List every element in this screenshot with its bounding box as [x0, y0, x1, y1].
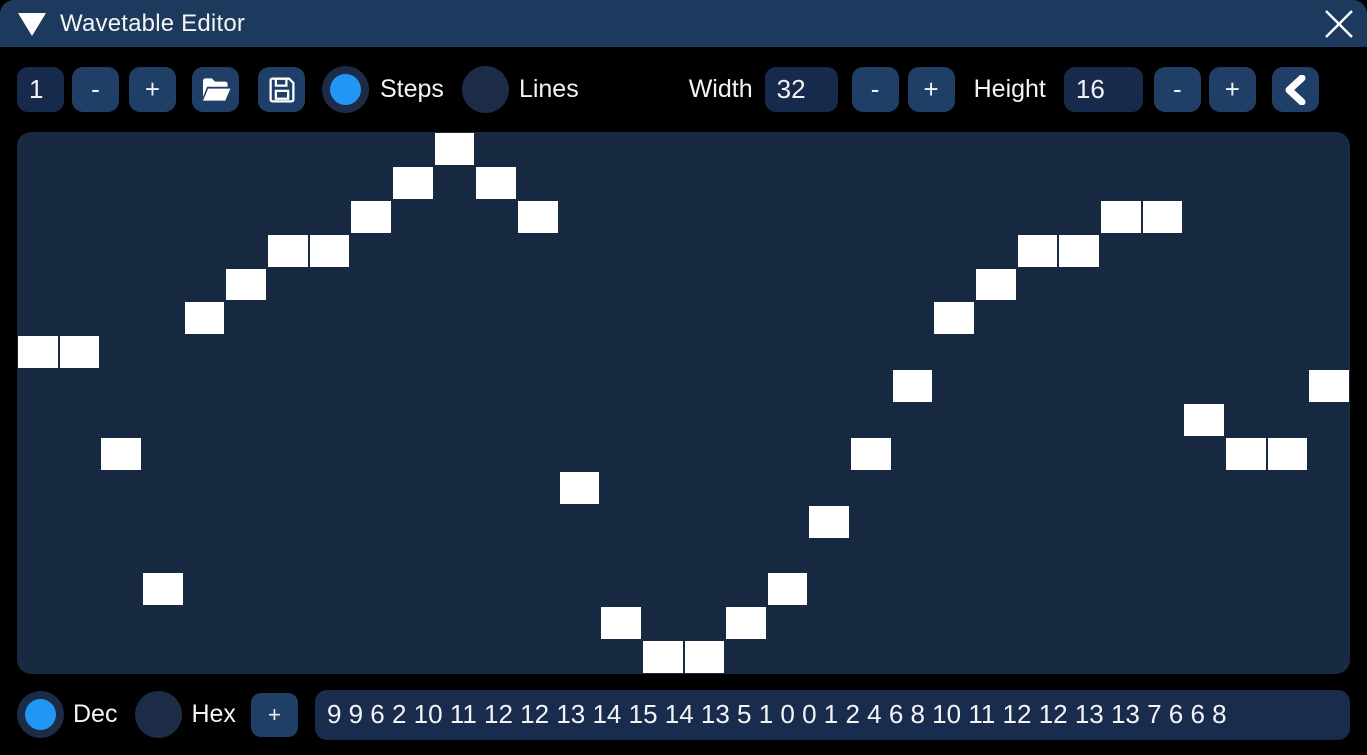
add-value-button[interactable]: +: [250, 692, 298, 737]
slot-decrement-button[interactable]: -: [72, 67, 119, 112]
window-title: Wavetable Editor: [60, 9, 246, 37]
hex-base-radio[interactable]: [135, 691, 183, 738]
grid-cell[interactable]: [142, 573, 183, 606]
value-sequence-input[interactable]: 9 9 6 2 10 11 12 12 13 14 15 14 13 5 1 0…: [314, 689, 1350, 740]
grid-cell[interactable]: [476, 166, 516, 199]
grid-cell[interactable]: [601, 607, 641, 640]
close-button[interactable]: [1321, 6, 1357, 42]
dec-radio-dot: [25, 699, 56, 730]
folder-open-icon: [202, 77, 230, 101]
lines-mode-radio[interactable]: [461, 66, 509, 113]
grid-cell[interactable]: [434, 133, 475, 165]
hex-radio-dot: [143, 699, 174, 730]
grid-cell[interactable]: [851, 437, 891, 470]
grid-cell[interactable]: [892, 370, 933, 402]
toolbar: 1 - + Steps Lines Width 32 - + H: [0, 47, 1367, 132]
wavetable-slot-index[interactable]: 1: [17, 67, 64, 112]
width-decrement-button[interactable]: -: [851, 67, 899, 112]
grid-cell[interactable]: [392, 166, 433, 199]
width-increment-button[interactable]: +: [907, 67, 955, 112]
height-increment-button[interactable]: +: [1208, 67, 1256, 112]
lines-mode-label: Lines: [518, 75, 579, 103]
floppy-disk-icon: [268, 76, 295, 103]
grid-cell[interactable]: [1309, 370, 1349, 402]
grid-cell[interactable]: [18, 336, 58, 369]
width-input[interactable]: 32: [764, 67, 838, 112]
steps-mode-radio[interactable]: [322, 66, 369, 113]
value-bar: Dec Hex + 9 9 6 2 10 11 12 12 13 14 15 1…: [0, 674, 1367, 755]
height-input[interactable]: 16: [1063, 67, 1143, 112]
grid-cell[interactable]: [684, 641, 725, 673]
steps-radio-dot: [330, 74, 361, 105]
chevron-left-icon: [1285, 74, 1306, 105]
dec-base-radio[interactable]: [17, 691, 64, 738]
grid-cell[interactable]: [226, 268, 266, 301]
close-icon: [1325, 10, 1353, 38]
height-label: Height: [973, 75, 1046, 103]
grid-cell[interactable]: [309, 234, 350, 267]
grid-cell[interactable]: [101, 437, 141, 470]
grid-cell[interactable]: [559, 471, 600, 504]
grid-cell[interactable]: [351, 200, 391, 233]
grid-cell[interactable]: [1059, 234, 1100, 267]
grid-cell[interactable]: [976, 268, 1016, 301]
grid-cell[interactable]: [1017, 234, 1058, 267]
height-decrement-button[interactable]: -: [1153, 67, 1201, 112]
grid-cell[interactable]: [726, 607, 766, 640]
title-bar[interactable]: Wavetable Editor: [0, 0, 1367, 47]
window-menu-triangle-icon: [18, 13, 46, 36]
grid-cell[interactable]: [1226, 437, 1266, 470]
dec-base-label: Dec: [73, 700, 118, 728]
width-label: Width: [688, 75, 753, 103]
hex-base-label: Hex: [191, 700, 236, 728]
value-sequence: 9 9 6 2 10 11 12 12 13 14 15 14 13 5 1 0…: [326, 699, 1227, 729]
collapse-panel-button[interactable]: [1271, 67, 1319, 112]
grid-cell[interactable]: [184, 302, 225, 335]
grid-cell[interactable]: [809, 505, 850, 538]
grid-cell[interactable]: [1184, 404, 1225, 436]
grid-cell[interactable]: [517, 200, 558, 233]
grid-cell[interactable]: [767, 573, 808, 606]
grid-cell[interactable]: [1142, 200, 1183, 233]
grid-cell[interactable]: [1101, 200, 1141, 233]
open-file-button[interactable]: [192, 67, 239, 112]
grid-cell[interactable]: [934, 302, 975, 335]
grid-cell[interactable]: [267, 234, 308, 267]
grid-cell[interactable]: [642, 641, 683, 673]
wavetable-grid[interactable]: [17, 132, 1350, 674]
grid-cell[interactable]: [1267, 437, 1308, 470]
slot-increment-button[interactable]: +: [129, 67, 176, 112]
save-button[interactable]: [258, 67, 305, 112]
grid-cell[interactable]: [59, 336, 100, 369]
lines-radio-dot: [470, 74, 501, 105]
steps-mode-label: Steps: [380, 75, 444, 103]
